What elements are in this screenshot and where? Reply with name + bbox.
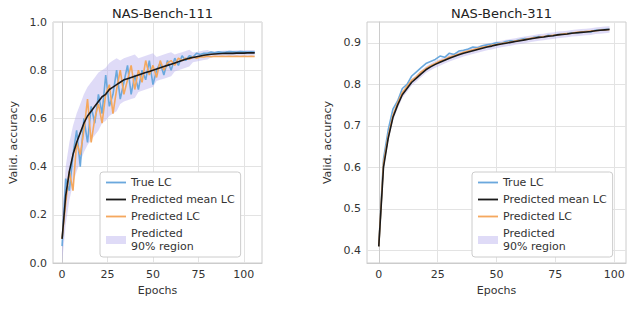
svg-text:Predicted LC: Predicted LC [131, 210, 200, 223]
svg-text:True LC: True LC [130, 176, 172, 189]
svg-text:0.5: 0.5 [344, 202, 362, 215]
svg-text:0.0: 0.0 [30, 257, 48, 270]
svg-text:0.8: 0.8 [344, 78, 362, 91]
svg-text:0.2: 0.2 [30, 208, 48, 221]
svg-text:90% region: 90% region [131, 240, 194, 253]
svg-text:0.6: 0.6 [344, 161, 362, 174]
svg-text:25: 25 [101, 268, 115, 281]
svg-text:Predicted mean LC: Predicted mean LC [503, 193, 607, 206]
svg-text:100: 100 [233, 268, 254, 281]
svg-text:25: 25 [431, 268, 445, 281]
svg-text:NAS-Bench-111: NAS-Bench-111 [112, 6, 213, 21]
svg-text:Epochs: Epochs [477, 284, 517, 297]
svg-text:Valid. accuracy: Valid. accuracy [7, 100, 20, 184]
svg-text:0: 0 [59, 268, 66, 281]
svg-text:0.8: 0.8 [30, 64, 48, 77]
svg-text:NAS-Bench-311: NAS-Bench-311 [451, 6, 552, 21]
svg-text:Valid. accuracy: Valid. accuracy [321, 100, 334, 184]
svg-text:0: 0 [375, 268, 382, 281]
svg-text:75: 75 [191, 268, 205, 281]
svg-text:90% region: 90% region [503, 240, 566, 253]
svg-text:50: 50 [490, 268, 504, 281]
svg-text:Predicted: Predicted [131, 227, 183, 240]
svg-text:Predicted LC: Predicted LC [503, 210, 572, 223]
svg-text:True LC: True LC [502, 176, 544, 189]
svg-text:Epochs: Epochs [138, 284, 178, 297]
svg-text:Predicted: Predicted [503, 227, 555, 240]
svg-text:50: 50 [146, 268, 160, 281]
svg-text:0.6: 0.6 [30, 112, 48, 125]
svg-text:0.4: 0.4 [344, 244, 362, 257]
svg-text:0.4: 0.4 [30, 160, 48, 173]
svg-text:Predicted mean LC: Predicted mean LC [131, 193, 235, 206]
svg-text:100: 100 [604, 268, 625, 281]
svg-text:1.0: 1.0 [30, 16, 48, 29]
svg-text:0.7: 0.7 [344, 119, 362, 132]
svg-text:75: 75 [548, 268, 562, 281]
svg-text:0.9: 0.9 [344, 36, 362, 49]
